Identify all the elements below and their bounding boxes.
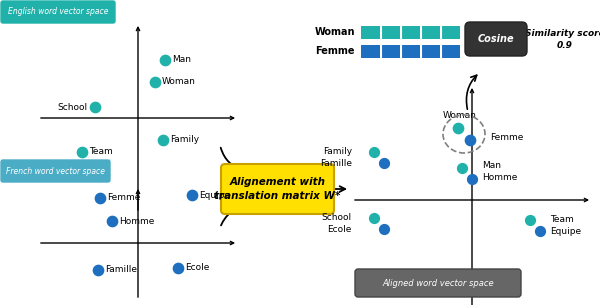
- Text: Famille: Famille: [320, 159, 352, 167]
- Text: School: School: [322, 214, 352, 223]
- Bar: [361, 26, 380, 38]
- Text: Team: Team: [550, 216, 574, 224]
- Point: [369, 149, 379, 154]
- Text: 0.9: 0.9: [557, 41, 573, 51]
- Text: Family: Family: [323, 148, 352, 156]
- Text: Femme: Femme: [316, 46, 355, 56]
- Point: [90, 105, 100, 109]
- Point: [467, 177, 477, 181]
- Bar: [401, 45, 419, 58]
- Point: [93, 267, 103, 272]
- Text: Equipe: Equipe: [199, 191, 230, 199]
- Point: [369, 216, 379, 221]
- Text: Femme: Femme: [490, 134, 523, 142]
- Bar: [380, 26, 400, 38]
- Text: Femme: Femme: [107, 193, 140, 203]
- Text: Famille: Famille: [105, 265, 137, 275]
- Text: Man: Man: [172, 56, 191, 64]
- Point: [173, 266, 183, 271]
- Point: [77, 149, 87, 154]
- Text: Woman: Woman: [443, 110, 477, 120]
- Point: [525, 217, 535, 222]
- Bar: [440, 45, 460, 58]
- Point: [453, 126, 463, 131]
- Text: Woman: Woman: [162, 77, 196, 87]
- Point: [160, 58, 170, 63]
- Text: Similarity score: Similarity score: [525, 28, 600, 38]
- Point: [379, 160, 389, 165]
- Point: [107, 219, 117, 224]
- Bar: [440, 26, 460, 38]
- FancyBboxPatch shape: [221, 164, 334, 214]
- Point: [535, 228, 545, 233]
- Point: [187, 192, 197, 197]
- FancyBboxPatch shape: [355, 269, 521, 297]
- FancyBboxPatch shape: [465, 22, 527, 56]
- FancyBboxPatch shape: [1, 1, 115, 23]
- Point: [150, 80, 160, 84]
- Bar: [380, 45, 400, 58]
- Bar: [421, 45, 439, 58]
- FancyBboxPatch shape: [1, 160, 110, 182]
- Text: Equipe: Equipe: [550, 227, 581, 235]
- Point: [158, 138, 168, 142]
- Text: Team: Team: [89, 148, 113, 156]
- Text: translation matrix W*: translation matrix W*: [214, 191, 341, 201]
- Text: School: School: [58, 102, 88, 112]
- Text: Aligned word vector space: Aligned word vector space: [382, 278, 494, 288]
- Text: Ecole: Ecole: [185, 264, 209, 272]
- Text: English word vector space: English word vector space: [8, 8, 108, 16]
- Text: French word vector space: French word vector space: [5, 167, 104, 175]
- Point: [457, 166, 467, 170]
- Bar: [401, 26, 419, 38]
- Text: Cosine: Cosine: [478, 34, 514, 44]
- Point: [379, 227, 389, 231]
- Bar: [421, 26, 439, 38]
- Text: Homme: Homme: [119, 217, 154, 225]
- Text: Family: Family: [170, 135, 199, 145]
- Text: Woman: Woman: [314, 27, 355, 37]
- Bar: [361, 45, 380, 58]
- Point: [465, 138, 475, 142]
- Text: Ecole: Ecole: [328, 224, 352, 234]
- Text: Alignement with: Alignement with: [229, 177, 325, 187]
- Text: Homme: Homme: [482, 174, 517, 182]
- Point: [95, 196, 105, 200]
- Text: Man: Man: [482, 160, 501, 170]
